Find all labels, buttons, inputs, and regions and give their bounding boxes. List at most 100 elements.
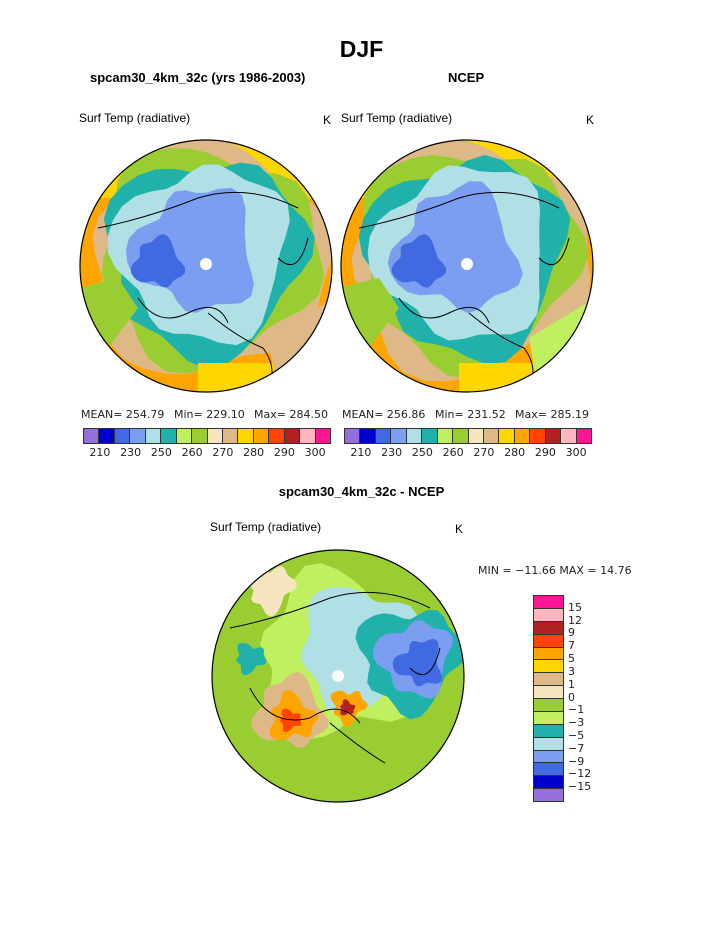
pole-marker bbox=[332, 670, 344, 682]
colorbar-box bbox=[534, 711, 563, 725]
left-min: Min= 229.10 bbox=[174, 408, 245, 421]
colorbar-box bbox=[534, 686, 563, 699]
colorbar-box bbox=[534, 750, 563, 764]
colorbar-tick-label: 210 bbox=[89, 446, 111, 459]
colorbar-box bbox=[534, 724, 563, 738]
coastline bbox=[358, 191, 570, 389]
colorbar-tick-label: 290 bbox=[534, 446, 556, 459]
left-polar-map bbox=[79, 139, 333, 393]
colorbar-box bbox=[84, 429, 100, 443]
colorbar-tick-label: 270 bbox=[473, 446, 495, 459]
europe-warm bbox=[198, 363, 332, 392]
colorbar-tick-label: −9 bbox=[568, 754, 585, 768]
colorbar-tick-label: 1 bbox=[568, 677, 575, 691]
colorbar-tick-label: 300 bbox=[565, 446, 587, 459]
contour-band bbox=[391, 234, 446, 288]
colorbar-tick-label: 270 bbox=[212, 446, 234, 459]
colorbar-box bbox=[534, 789, 563, 801]
colorbar-box bbox=[130, 429, 146, 443]
colorbar-tick-label: 7 bbox=[568, 639, 575, 653]
right-units-label: K bbox=[586, 113, 595, 127]
diff-min-max: MIN = −11.66 MAX = 14.76 bbox=[478, 564, 632, 577]
figure-title: DJF bbox=[339, 36, 384, 62]
colorbar-box bbox=[284, 429, 301, 443]
colorbar-box bbox=[375, 429, 392, 443]
map-fill bbox=[212, 550, 464, 802]
right-variable-label: Surf Temp (radiative) bbox=[341, 111, 453, 125]
left-mean: MEAN= 254.79 bbox=[81, 408, 165, 421]
colorbar-box bbox=[391, 429, 407, 443]
colorbar-box bbox=[406, 429, 423, 443]
colorbar-box bbox=[453, 429, 469, 443]
colorbar-tick-label: −1 bbox=[568, 703, 585, 717]
diff-variable-label: Surf Temp (radiative) bbox=[210, 520, 322, 534]
colorbar-tick-label: 300 bbox=[304, 446, 326, 459]
colorbar-box bbox=[99, 429, 115, 443]
map-border bbox=[211, 549, 465, 803]
colorbar-box bbox=[176, 429, 193, 443]
colorbar-tick-label: 260 bbox=[442, 446, 464, 459]
map-border bbox=[79, 139, 333, 393]
colorbar-tick-label: 12 bbox=[568, 613, 582, 627]
right-min: Min= 231.52 bbox=[435, 408, 506, 421]
colorbar-tick-label: 280 bbox=[243, 446, 265, 459]
colorbar-tick-label: 9 bbox=[568, 626, 575, 640]
colorbar-box bbox=[315, 429, 330, 443]
colorbar-box bbox=[576, 429, 591, 443]
map-border bbox=[340, 139, 594, 393]
colorbar-box bbox=[468, 429, 484, 443]
colorbar-tick-label: 260 bbox=[181, 446, 203, 459]
right-colorbar bbox=[344, 428, 592, 444]
right-max: Max= 285.19 bbox=[515, 408, 589, 421]
colorbar-box bbox=[269, 429, 285, 443]
colorbar-box bbox=[192, 429, 208, 443]
colorbar-box bbox=[437, 429, 454, 443]
colorbar-tick-label: 250 bbox=[150, 446, 172, 459]
colorbar-box bbox=[534, 763, 563, 777]
colorbar-box bbox=[534, 634, 563, 648]
colorbar-tick-label: 3 bbox=[568, 664, 575, 678]
colorbar-box bbox=[514, 429, 531, 443]
colorbar-box bbox=[422, 429, 438, 443]
colorbar-box bbox=[161, 429, 177, 443]
colorbar-box bbox=[534, 673, 563, 687]
left-variable-label: Surf Temp (radiative) bbox=[79, 111, 191, 125]
colorbar-box bbox=[561, 429, 577, 443]
colorbar-tick-label: −12 bbox=[568, 767, 592, 781]
colorbar-box bbox=[360, 429, 376, 443]
pole-marker bbox=[461, 258, 473, 270]
contour-band bbox=[236, 642, 267, 676]
diff-colorbar bbox=[533, 595, 564, 802]
colorbar-tick-label: −7 bbox=[568, 741, 585, 755]
colorbar-tick-label: −3 bbox=[568, 716, 585, 730]
colorbar-box bbox=[534, 596, 563, 609]
right-polar-map bbox=[340, 139, 594, 393]
colorbar-tick-label: 210 bbox=[350, 446, 372, 459]
coastline bbox=[229, 591, 441, 764]
contour-band bbox=[130, 234, 185, 288]
pole-marker bbox=[200, 258, 212, 270]
colorbar-box bbox=[207, 429, 223, 443]
colorbar-box bbox=[534, 660, 563, 674]
right-panel-header: NCEP bbox=[448, 70, 485, 85]
colorbar-tick-label: 280 bbox=[504, 446, 526, 459]
diff-units-label: K bbox=[455, 522, 464, 536]
colorbar-box bbox=[345, 429, 361, 443]
contour-band bbox=[340, 699, 356, 716]
contour-band bbox=[392, 638, 443, 687]
colorbar-box bbox=[483, 429, 500, 443]
colorbar-box bbox=[545, 429, 562, 443]
colorbar-box bbox=[222, 429, 239, 443]
colorbar-tick-label: 0 bbox=[568, 690, 575, 704]
colorbar-box bbox=[530, 429, 546, 443]
left-max: Max= 284.50 bbox=[254, 408, 328, 421]
colorbar-box bbox=[145, 429, 162, 443]
colorbar-tick-label: 5 bbox=[568, 652, 575, 666]
colorbar-box bbox=[534, 608, 563, 622]
colorbar-box bbox=[238, 429, 254, 443]
colorbar-box bbox=[534, 621, 563, 635]
difference-polar-map bbox=[211, 549, 465, 803]
colorbar-tick-label: 15 bbox=[568, 600, 582, 614]
colorbar-box bbox=[300, 429, 316, 443]
